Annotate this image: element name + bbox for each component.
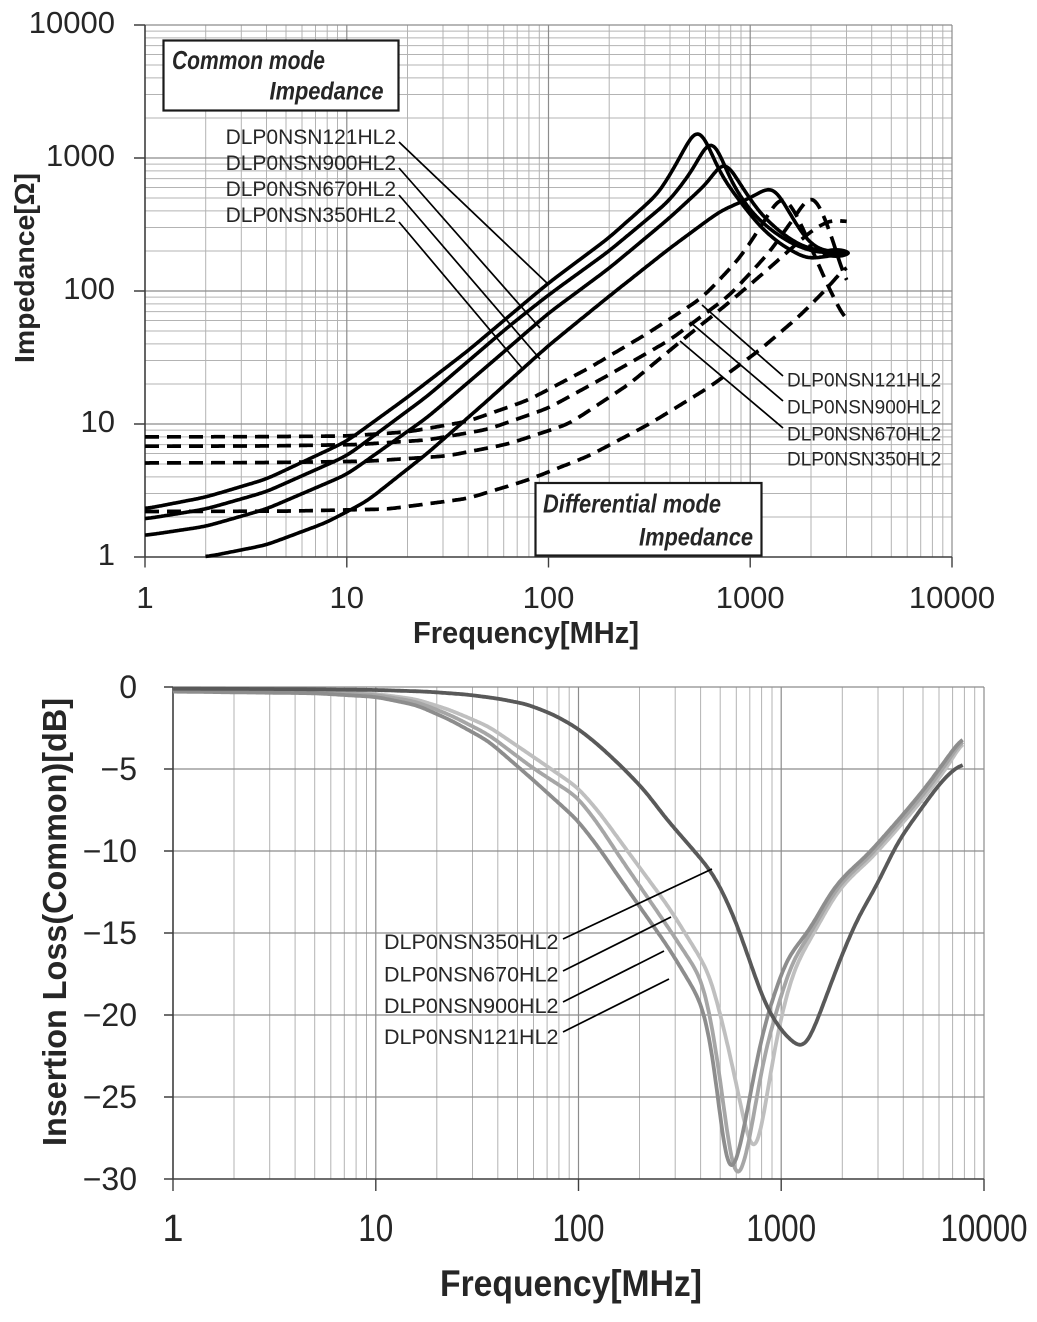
svg-text:DLP0NSN670HL2: DLP0NSN670HL2: [384, 963, 559, 987]
svg-text:1: 1: [98, 537, 115, 572]
svg-text:Impedance: Impedance: [270, 78, 384, 106]
svg-text:1000: 1000: [716, 580, 785, 615]
svg-text:100: 100: [553, 1208, 605, 1250]
svg-text:−5: −5: [101, 751, 137, 787]
svg-text:10000: 10000: [29, 5, 115, 40]
svg-text:1000: 1000: [46, 138, 115, 173]
svg-text:Frequency[MHz]: Frequency[MHz]: [440, 1263, 702, 1304]
svg-text:DLP0NSN350HL2: DLP0NSN350HL2: [384, 930, 559, 954]
svg-text:Impedance: Impedance: [639, 524, 753, 552]
svg-text:100: 100: [63, 271, 115, 306]
svg-text:DLP0NSN670HL2: DLP0NSN670HL2: [787, 425, 941, 446]
svg-text:10: 10: [358, 1208, 393, 1250]
svg-text:DLP0NSN121HL2: DLP0NSN121HL2: [384, 1025, 559, 1049]
svg-text:DLP0NSN121HL2: DLP0NSN121HL2: [226, 126, 396, 149]
svg-text:DLP0NSN350HL2: DLP0NSN350HL2: [787, 450, 941, 471]
svg-text:−30: −30: [83, 1161, 137, 1197]
svg-text:DLP0NSN121HL2: DLP0NSN121HL2: [787, 371, 941, 392]
svg-text:1000: 1000: [746, 1208, 816, 1250]
svg-text:Impedance[Ω]: Impedance[Ω]: [9, 173, 40, 363]
svg-text:Insertion Loss(Common)[dB]: Insertion Loss(Common)[dB]: [36, 698, 73, 1146]
svg-text:100: 100: [523, 580, 575, 615]
svg-text:Common mode: Common mode: [172, 45, 325, 75]
svg-text:10: 10: [330, 580, 364, 615]
svg-text:−15: −15: [83, 915, 137, 951]
svg-text:Differential mode: Differential mode: [543, 489, 721, 519]
svg-text:DLP0NSN900HL2: DLP0NSN900HL2: [226, 152, 396, 175]
svg-text:DLP0NSN350HL2: DLP0NSN350HL2: [226, 204, 396, 227]
svg-text:DLP0NSN900HL2: DLP0NSN900HL2: [384, 994, 559, 1018]
svg-text:10000: 10000: [909, 580, 995, 615]
svg-text:Frequency[MHz]: Frequency[MHz]: [413, 615, 639, 650]
svg-text:−20: −20: [83, 997, 137, 1033]
svg-text:1: 1: [136, 580, 153, 615]
svg-text:DLP0NSN670HL2: DLP0NSN670HL2: [226, 178, 396, 201]
svg-text:0: 0: [119, 669, 137, 705]
svg-text:10: 10: [81, 404, 115, 439]
svg-text:DLP0NSN900HL2: DLP0NSN900HL2: [787, 398, 941, 419]
svg-text:1: 1: [162, 1208, 183, 1250]
svg-text:−25: −25: [83, 1079, 137, 1115]
svg-text:10000: 10000: [941, 1208, 1028, 1250]
svg-text:−10: −10: [83, 833, 137, 869]
